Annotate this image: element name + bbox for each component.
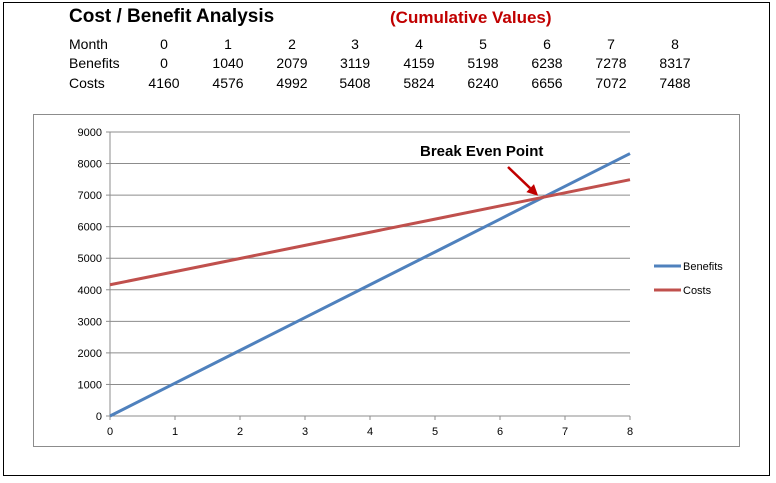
table-row-label-month: Month [69, 36, 108, 52]
chart-area: 0 1000 2000 3000 4000 5000 6000 7000 8000 9000 0 1 2… [33, 114, 740, 447]
x-tick-label: 8 [627, 426, 633, 438]
table-cell-costs: 5824 [403, 75, 435, 91]
y-tick-label: 4000 [78, 285, 102, 297]
table-cell-costs: 4160 [148, 75, 180, 91]
chart-frame [3, 2, 770, 476]
y-tick-label: 0 [96, 411, 102, 423]
x-tick-label: 6 [497, 426, 503, 438]
y-tick-label: 6000 [78, 222, 102, 234]
table-cell-costs: 7072 [595, 75, 627, 91]
x-tick-label: 5 [432, 426, 438, 438]
annotation-label: Break Even Point [420, 143, 543, 160]
table-cell-month: 2 [288, 36, 296, 52]
table-cell-costs: 6656 [531, 75, 563, 91]
table-cell-benefits: 5198 [467, 55, 499, 71]
table-cell-costs: 4992 [276, 75, 308, 91]
table-cell-month: 6 [543, 36, 551, 52]
table-row-label-costs: Costs [69, 75, 105, 91]
x-tick-label: 7 [562, 426, 568, 438]
table-cell-benefits: 6238 [531, 55, 563, 71]
x-tick-label: 1 [172, 426, 178, 438]
annotation-arrow-shaft [507, 166, 532, 190]
table-cell-benefits: 1040 [212, 55, 244, 71]
table-cell-month: 1 [224, 36, 232, 52]
table-cell-benefits: 3119 [339, 55, 371, 71]
table-cell-costs: 4576 [212, 75, 244, 91]
y-tick-label: 5000 [78, 253, 102, 265]
table-cell-costs: 5408 [339, 75, 371, 91]
x-tick-label: 2 [237, 426, 243, 438]
series-line-benefits [109, 152, 631, 418]
y-tick-label: 7000 [78, 190, 102, 202]
table-cell-month: 5 [479, 36, 487, 52]
page-subtitle: (Cumulative Values) [390, 8, 552, 27]
table-cell-month: 0 [160, 36, 168, 52]
x-tick-label: 3 [302, 426, 308, 438]
legend-label-benefits: Benefits [683, 261, 723, 273]
x-tick-label: 0 [107, 426, 113, 438]
y-tick-label: 9000 [78, 127, 102, 139]
table-cell-costs: 7488 [659, 75, 691, 91]
table-cell-benefits: 2079 [276, 55, 308, 71]
table-cell-costs: 6240 [467, 75, 499, 91]
table-cell-benefits: 0 [160, 55, 168, 71]
table-cell-month: 3 [351, 36, 359, 52]
y-tick-label: 3000 [78, 316, 102, 328]
y-tick-label: 2000 [78, 348, 102, 360]
y-tick-label: 1000 [78, 379, 102, 391]
table-cell-benefits: 4159 [403, 55, 435, 71]
table-cell-month: 8 [671, 36, 679, 52]
table-cell-benefits: 7278 [595, 55, 627, 71]
y-tick-label: 8000 [78, 159, 102, 171]
page-title: Cost / Benefit Analysis [69, 6, 275, 27]
table-cell-month: 7 [607, 36, 615, 52]
legend-label-costs: Costs [683, 285, 712, 297]
series-line-costs [109, 178, 631, 287]
annotation-arrow-head [526, 184, 539, 196]
table-cell-benefits: 8317 [659, 55, 691, 71]
x-tick-label: 4 [367, 426, 373, 438]
table-row-label-benefits: Benefits [69, 55, 120, 71]
table-cell-month: 4 [415, 36, 423, 52]
line-chart: 0 1000 2000 3000 4000 5000 6000 7000 8000 9000 0 1 2… [78, 127, 724, 438]
